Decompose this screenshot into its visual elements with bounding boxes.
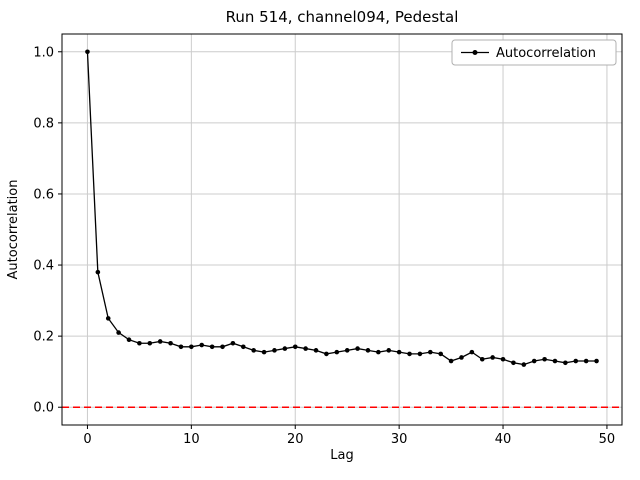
data-point — [282, 346, 288, 351]
data-point — [511, 360, 516, 366]
x-axis-label: Lag — [330, 448, 353, 463]
data-point — [396, 349, 402, 355]
data-point — [251, 348, 256, 353]
data-point — [479, 356, 485, 362]
data-point — [178, 344, 184, 350]
data-point — [500, 356, 506, 362]
data-point — [552, 358, 558, 364]
data-point — [220, 344, 225, 350]
data-point — [126, 337, 132, 342]
data-point — [199, 342, 205, 348]
data-point — [531, 358, 537, 364]
chart-title: Run 514, channel094, Pedestal — [226, 8, 459, 26]
y-tick-label: 0.4 — [33, 259, 54, 274]
data-point — [438, 351, 444, 357]
data-point — [542, 356, 547, 362]
data-point — [490, 355, 495, 360]
data-point — [448, 358, 454, 364]
x-tick-label: 50 — [599, 432, 616, 447]
y-tick-label: 0.0 — [33, 401, 54, 416]
data-point — [573, 358, 579, 364]
plot-series — [62, 49, 622, 408]
data-point — [157, 339, 163, 344]
data-point — [272, 348, 277, 353]
data-point — [95, 269, 101, 275]
data-point — [324, 351, 329, 357]
data-point — [313, 348, 319, 353]
y-tick-label: 0.8 — [33, 116, 54, 131]
data-point — [583, 358, 589, 364]
data-point — [594, 358, 599, 364]
data-point — [459, 355, 464, 360]
data-point — [230, 340, 236, 346]
data-point — [209, 344, 215, 350]
data-point — [386, 348, 392, 353]
data-point — [168, 340, 173, 346]
legend: Autocorrelation — [451, 39, 617, 66]
data-point — [303, 346, 308, 351]
data-point — [292, 344, 298, 350]
data-point — [365, 348, 371, 353]
x-tick-label: 20 — [287, 432, 304, 447]
y-axis-label: Autocorrelation — [6, 180, 21, 280]
x-tick-label: 10 — [183, 432, 200, 447]
x-tick-label: 0 — [83, 432, 91, 447]
data-markers — [85, 49, 599, 367]
data-point — [147, 340, 153, 346]
y-tick-label: 0.2 — [33, 330, 54, 345]
data-point — [407, 351, 412, 357]
legend-marker-icon — [472, 50, 478, 55]
x-tick-label: 40 — [495, 432, 512, 447]
y-tick-label: 1.0 — [33, 45, 54, 60]
data-point — [334, 349, 340, 355]
legend-label: Autocorrelation — [496, 46, 596, 61]
axis-ticks: 0 10 20 30 40 50 0.0 0.2 0.4 0.6 0.8 1.0 — [33, 45, 615, 447]
data-point — [521, 362, 527, 367]
data-point — [376, 349, 381, 355]
data-point — [355, 346, 360, 351]
data-point — [240, 344, 246, 350]
data-point — [469, 349, 475, 355]
data-point — [344, 348, 350, 353]
data-point — [105, 316, 111, 321]
axes-border — [61, 33, 623, 426]
data-point — [261, 349, 267, 355]
data-point — [428, 349, 433, 355]
data-point — [189, 344, 194, 350]
x-tick-label: 30 — [391, 432, 408, 447]
legend-frame — [451, 39, 617, 66]
data-point — [85, 49, 90, 55]
data-point — [417, 351, 423, 357]
data-point — [137, 340, 142, 346]
data-point — [116, 330, 121, 335]
data-point — [563, 360, 568, 366]
gridlines — [62, 34, 622, 425]
autocorrelation-line — [86, 51, 597, 366]
y-tick-label: 0.6 — [33, 187, 54, 202]
